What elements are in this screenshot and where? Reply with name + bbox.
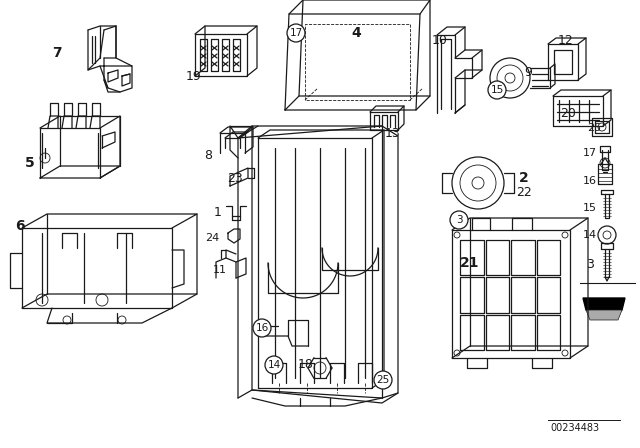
Text: 17: 17 [583,148,597,158]
Text: 18: 18 [298,358,314,371]
Text: 14: 14 [583,230,597,240]
Circle shape [265,356,283,374]
Text: 23: 23 [227,172,243,185]
Text: 1: 1 [214,206,222,219]
Circle shape [253,319,271,337]
Text: 11: 11 [213,265,227,275]
Text: 15: 15 [490,85,504,95]
Text: 9: 9 [524,65,532,78]
Text: 13: 13 [385,126,401,139]
Text: 12: 12 [558,34,574,47]
Text: 8: 8 [204,148,212,161]
Text: 17: 17 [289,28,303,38]
Text: 15: 15 [583,203,597,213]
Text: 20: 20 [560,107,576,120]
Text: 14: 14 [268,360,280,370]
Text: 2: 2 [519,171,529,185]
Text: 4: 4 [351,26,361,40]
Text: 19: 19 [186,69,202,82]
Text: 16: 16 [255,323,269,333]
Text: 21: 21 [460,256,480,270]
Circle shape [488,81,506,99]
Text: 16: 16 [583,176,597,186]
Text: 5: 5 [25,156,35,170]
Polygon shape [583,298,625,310]
Text: 25: 25 [587,123,601,133]
Text: 25: 25 [376,375,390,385]
Circle shape [287,24,305,42]
Text: 7: 7 [52,46,62,60]
Circle shape [374,371,392,389]
Text: 3: 3 [456,215,462,225]
Text: 3: 3 [586,258,594,271]
Text: 24: 24 [205,233,219,243]
Text: 10: 10 [432,34,448,47]
Text: 6: 6 [15,219,25,233]
Circle shape [450,211,468,229]
Text: 22: 22 [516,185,532,198]
Text: 00234483: 00234483 [550,423,600,433]
Polygon shape [586,310,622,320]
